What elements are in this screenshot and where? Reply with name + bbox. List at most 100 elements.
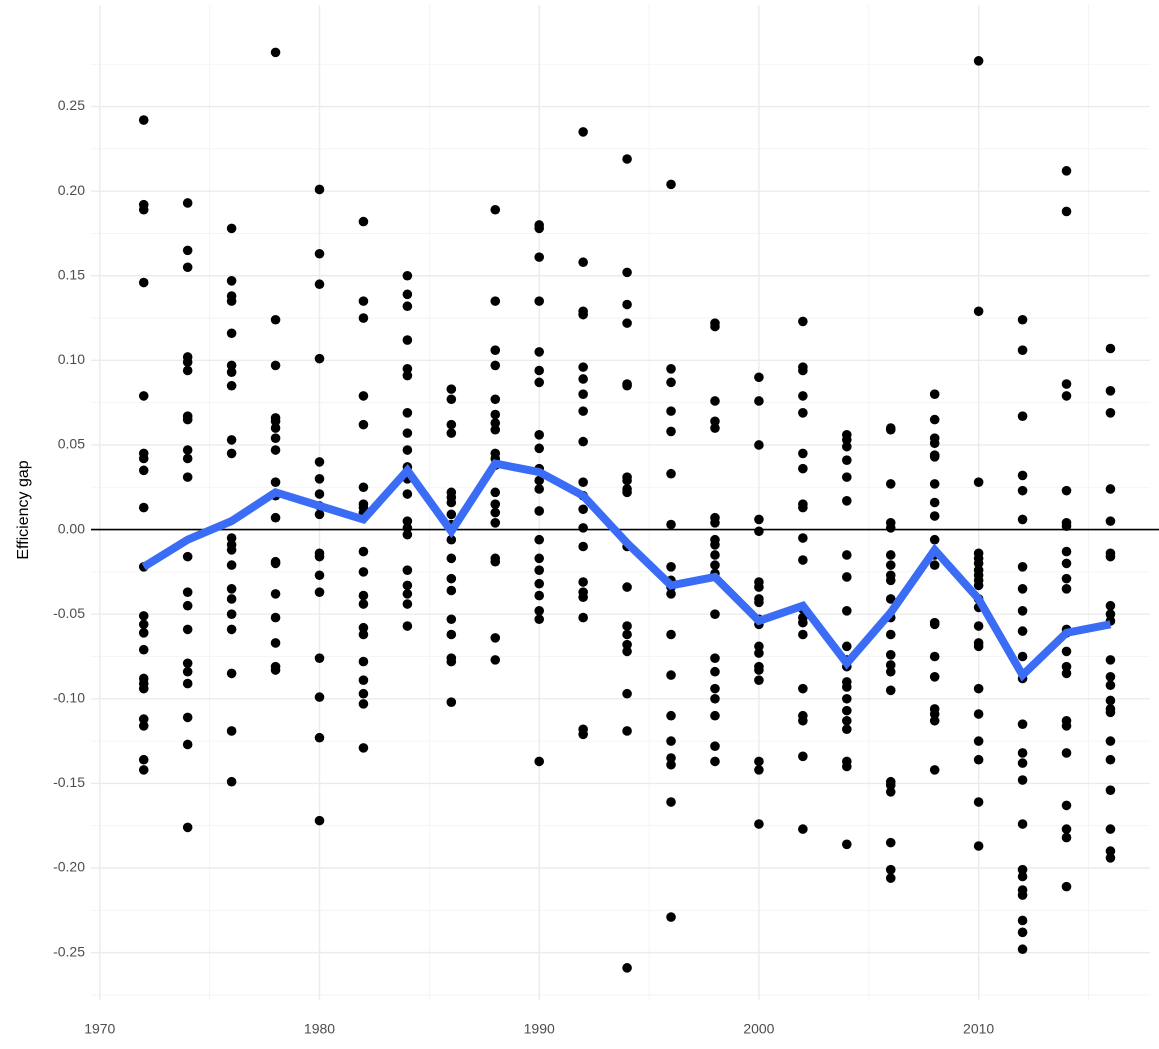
point <box>138 714 149 724</box>
point <box>754 765 764 775</box>
point <box>1017 915 1028 926</box>
point <box>358 313 369 323</box>
point <box>1017 871 1028 882</box>
point <box>182 357 193 367</box>
point <box>1061 391 1072 401</box>
point <box>490 633 501 643</box>
point <box>358 629 369 640</box>
point <box>710 609 720 619</box>
point <box>358 688 369 699</box>
point <box>929 709 940 719</box>
point <box>1017 758 1028 768</box>
point <box>402 364 413 374</box>
point <box>358 482 369 493</box>
point <box>578 523 588 533</box>
y-tick-label: -0.15 <box>53 774 85 790</box>
point <box>754 526 764 537</box>
point <box>842 682 852 692</box>
point <box>754 582 764 592</box>
point <box>973 558 984 569</box>
point <box>842 435 852 445</box>
y-tick-label: 0.25 <box>58 97 85 113</box>
point <box>1061 748 1072 758</box>
point <box>1061 721 1072 731</box>
point <box>402 599 413 609</box>
point <box>1105 824 1116 834</box>
point <box>226 726 237 736</box>
mean-line <box>141 459 1112 682</box>
point <box>842 715 852 726</box>
point <box>1061 832 1072 843</box>
point <box>314 353 325 364</box>
y-axis-title: Efficiency gap <box>15 460 32 559</box>
point <box>534 578 545 589</box>
point <box>270 558 281 569</box>
point <box>578 389 588 400</box>
point <box>182 822 193 833</box>
point <box>885 479 896 489</box>
point <box>710 560 720 570</box>
point <box>270 445 281 455</box>
point <box>1017 864 1028 875</box>
point <box>138 204 149 215</box>
point <box>622 726 632 736</box>
point <box>182 262 193 273</box>
point <box>534 377 545 388</box>
point <box>226 380 237 391</box>
point <box>1061 668 1072 679</box>
point <box>842 455 852 465</box>
point <box>358 590 369 601</box>
point <box>710 741 720 751</box>
y-tick-label: -0.10 <box>53 689 85 705</box>
point <box>842 472 852 482</box>
point <box>534 756 545 767</box>
point <box>798 365 808 376</box>
point <box>578 541 588 552</box>
point <box>710 396 720 406</box>
point <box>754 514 764 525</box>
point <box>885 424 896 435</box>
point <box>666 759 676 770</box>
point <box>1061 661 1072 672</box>
point <box>446 629 457 640</box>
point <box>226 223 237 234</box>
point <box>226 545 237 555</box>
point <box>490 394 501 405</box>
point <box>314 570 325 581</box>
point <box>402 408 413 418</box>
point <box>885 666 896 677</box>
point <box>182 445 193 455</box>
point <box>402 489 413 499</box>
point <box>138 277 149 288</box>
point <box>534 565 545 575</box>
point <box>314 457 325 467</box>
point <box>798 715 808 726</box>
point <box>1017 584 1028 594</box>
x-tick-label: 2010 <box>963 1021 994 1037</box>
point <box>666 797 676 807</box>
point <box>885 523 896 533</box>
point <box>1061 824 1072 834</box>
point <box>973 641 984 652</box>
point <box>885 780 896 790</box>
point <box>1017 626 1028 636</box>
point <box>798 555 808 565</box>
point <box>402 370 413 381</box>
point <box>402 270 413 281</box>
point <box>666 364 676 374</box>
point <box>798 683 808 694</box>
point <box>534 605 545 616</box>
point <box>1061 166 1072 176</box>
point <box>929 765 940 775</box>
point <box>929 497 940 508</box>
point <box>578 374 588 384</box>
point <box>666 736 676 746</box>
point <box>578 257 588 268</box>
point <box>798 533 808 543</box>
point <box>226 448 237 459</box>
point <box>666 179 676 190</box>
point <box>226 435 237 445</box>
point <box>798 751 808 762</box>
point <box>1017 944 1028 955</box>
point <box>314 279 325 290</box>
